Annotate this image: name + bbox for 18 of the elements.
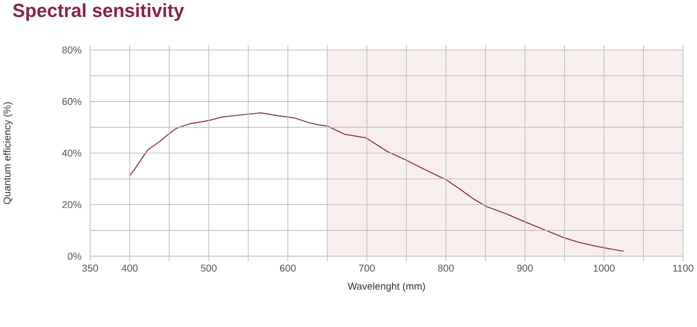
- x-tick-label: 600: [280, 264, 296, 272]
- x-axis-title: Wavelenght (mm): [348, 282, 425, 292]
- y-tick-label: 60%: [62, 98, 82, 106]
- x-tick-label: 500: [200, 264, 217, 272]
- chart-title: Spectral sensitivity: [12, 4, 184, 22]
- x-tick-label: 350: [82, 264, 98, 272]
- line-series: [129, 112, 624, 252]
- x-tick-label: 900: [517, 264, 533, 272]
- y-tick-label: 80%: [62, 46, 82, 54]
- x-tick-label: 1100: [673, 264, 694, 272]
- x-tick-label: 1000: [594, 264, 615, 272]
- x-tick-label: 700: [359, 264, 375, 272]
- y-tick-label: 20%: [62, 201, 82, 208]
- y-axis-title: Quantum efficiency (%): [3, 102, 13, 204]
- x-tick-label: 400: [122, 264, 138, 272]
- y-tick-label: 0%: [68, 252, 82, 260]
- x-tick-label: 800: [438, 264, 454, 272]
- y-tick-label: 40%: [62, 150, 82, 157]
